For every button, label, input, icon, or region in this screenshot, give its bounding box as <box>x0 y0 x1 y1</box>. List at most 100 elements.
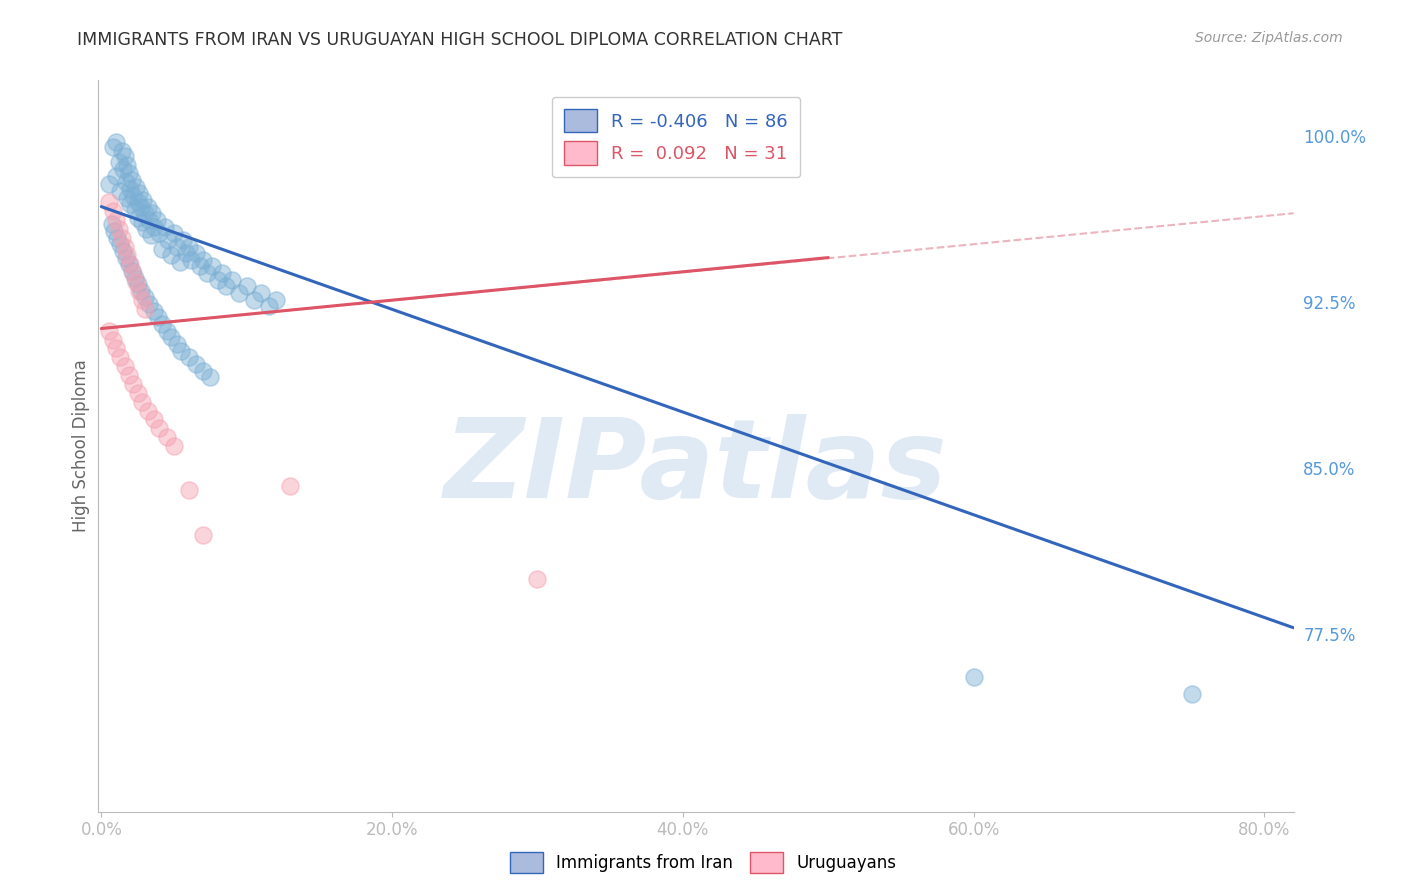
Point <box>142 303 165 318</box>
Point <box>228 286 250 301</box>
Point <box>177 483 200 498</box>
Point <box>104 342 127 356</box>
Point <box>201 260 224 274</box>
Point <box>122 376 145 391</box>
Point <box>169 255 191 269</box>
Point <box>211 266 233 280</box>
Point <box>117 248 139 262</box>
Point <box>184 246 207 260</box>
Point <box>110 184 132 198</box>
Point <box>127 211 149 225</box>
Point <box>188 260 211 274</box>
Point <box>105 230 128 244</box>
Point <box>142 219 165 234</box>
Point <box>128 186 150 201</box>
Point <box>526 572 548 586</box>
Point <box>170 343 193 358</box>
Point <box>136 403 159 417</box>
Text: ZIPatlas: ZIPatlas <box>444 415 948 522</box>
Point <box>127 385 149 400</box>
Point <box>104 136 127 150</box>
Point <box>155 219 177 234</box>
Point <box>97 324 120 338</box>
Legend: R = -0.406   N = 86, R =  0.092   N = 31: R = -0.406 N = 86, R = 0.092 N = 31 <box>551 96 800 178</box>
Point <box>101 204 124 219</box>
Point <box>127 195 149 210</box>
Point <box>184 357 207 371</box>
Point <box>111 145 134 159</box>
Point <box>134 206 156 220</box>
Point <box>122 266 145 280</box>
Point <box>1181 687 1204 701</box>
Point <box>120 257 142 271</box>
Point <box>100 218 122 232</box>
Point <box>129 284 152 298</box>
Point <box>156 430 179 444</box>
Point <box>115 251 138 265</box>
Point <box>118 257 141 271</box>
Point <box>103 224 125 238</box>
Point <box>191 252 214 267</box>
Point <box>118 368 141 382</box>
Point <box>114 359 136 374</box>
Point <box>110 351 132 365</box>
Point <box>115 175 138 189</box>
Point <box>124 202 146 216</box>
Point <box>125 179 148 194</box>
Point <box>128 284 150 298</box>
Point <box>132 193 155 207</box>
Point <box>138 213 160 227</box>
Point <box>207 273 229 287</box>
Point <box>121 173 143 187</box>
Point <box>118 166 141 180</box>
Point <box>166 337 188 351</box>
Point <box>107 221 129 235</box>
Point <box>177 351 200 365</box>
Point <box>146 310 169 325</box>
Point <box>150 242 173 256</box>
Point <box>114 148 136 162</box>
Text: IMMIGRANTS FROM IRAN VS URUGUAYAN HIGH SCHOOL DIPLOMA CORRELATION CHART: IMMIGRANTS FROM IRAN VS URUGUAYAN HIGH S… <box>77 31 842 49</box>
Point <box>129 200 152 214</box>
Point <box>97 195 120 210</box>
Legend: Immigrants from Iran, Uruguayans: Immigrants from Iran, Uruguayans <box>503 846 903 880</box>
Point <box>148 226 170 240</box>
Point <box>104 169 127 183</box>
Point <box>122 188 145 202</box>
Point <box>124 270 146 285</box>
Point <box>131 215 153 229</box>
Point <box>131 394 153 409</box>
Point <box>243 293 266 307</box>
Point <box>138 297 160 311</box>
Text: Source: ZipAtlas.com: Source: ZipAtlas.com <box>1195 31 1343 45</box>
Point <box>221 273 243 287</box>
Point <box>166 239 188 253</box>
Point <box>121 264 143 278</box>
Point <box>111 230 134 244</box>
Point <box>139 228 162 243</box>
Point <box>963 669 986 683</box>
Point <box>107 155 129 169</box>
Point <box>101 140 124 154</box>
Point <box>127 277 149 292</box>
Point <box>174 246 197 260</box>
Point <box>257 299 280 313</box>
Y-axis label: High School Diploma: High School Diploma <box>72 359 90 533</box>
Point <box>134 301 156 316</box>
Point <box>134 291 156 305</box>
Point <box>114 239 136 253</box>
Point <box>157 233 180 247</box>
Point <box>163 439 186 453</box>
Point <box>97 178 120 192</box>
Point <box>101 333 124 347</box>
Point <box>160 248 183 262</box>
Point <box>177 239 200 253</box>
Point <box>148 421 170 435</box>
Point <box>172 233 194 247</box>
Point <box>197 266 219 280</box>
Point <box>117 157 139 171</box>
Point <box>142 412 165 426</box>
Point <box>200 370 222 384</box>
Point <box>110 237 132 252</box>
Point <box>145 213 167 227</box>
